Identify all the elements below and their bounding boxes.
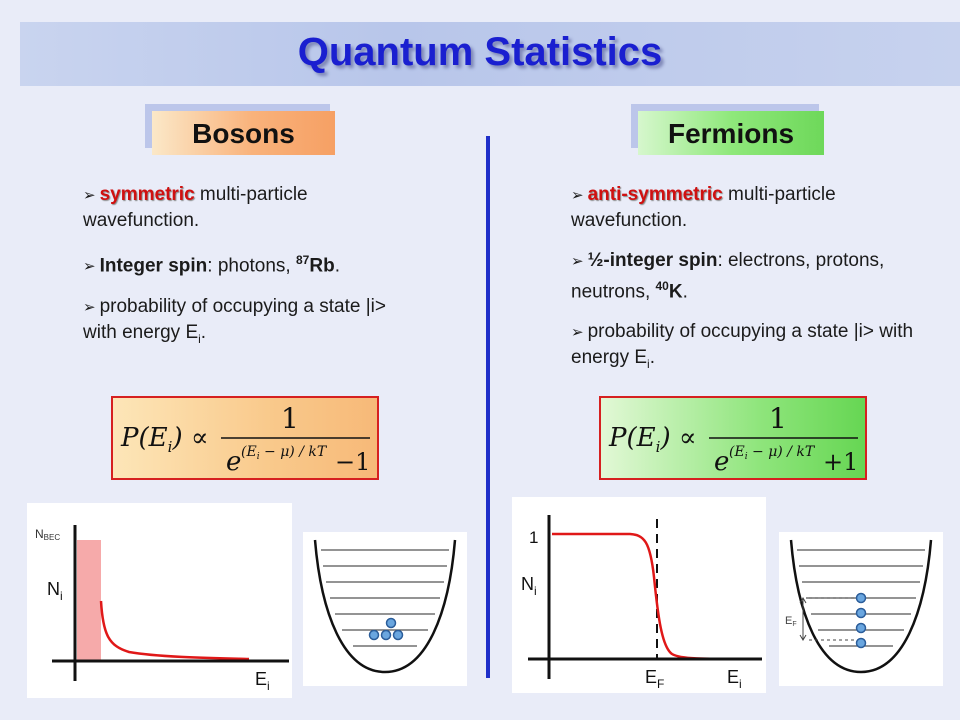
bullet-text: multi-particle wavefunction.: [571, 184, 836, 231]
bose-occupation-plot: NBEC Ni Ei: [27, 503, 292, 698]
bullet-text: .: [682, 281, 688, 303]
bullet-arrow-icon: ➢: [571, 253, 584, 270]
title-band: [20, 22, 960, 86]
bose-plot-svg: NBEC Ni Ei: [35, 525, 289, 693]
bullet-text: : electrons, protons, neutrons,: [571, 250, 885, 303]
formula-sign-term: +1: [823, 448, 858, 476]
trap-potential-curve: [313, 539, 457, 674]
fermion-harmonic-trap: EF: [779, 532, 943, 686]
bosons-bullet-1: ➢ symmetric multi-particle wavefunction.: [83, 182, 413, 233]
arrowheads: [799, 597, 807, 641]
bullet-arrow-icon: ➢: [571, 324, 584, 342]
formula-lhs: P(Ei) ∝: [608, 423, 696, 456]
bosons-header: Bosons: [152, 111, 335, 155]
bullet-text: multi-particle wavefunction.: [83, 184, 308, 231]
isotope-symbol: Rb: [309, 255, 335, 277]
bose-einstein-formula: P(Ei) ∝ 1 e (Ei − μ) / kT −1: [120, 402, 370, 477]
symmetric-term: symmetric: [99, 184, 195, 205]
formula-exp-base: e: [714, 447, 729, 477]
bec-population-bar: [77, 540, 101, 661]
bullet-text: probability of occupying a state |i> wit…: [571, 321, 914, 369]
bose-occupation-curve: [99, 600, 250, 661]
bullet-text: .: [200, 322, 207, 344]
page-title: Quantum Statistics: [297, 30, 663, 74]
fermion-atoms: [855, 592, 867, 649]
bullet-text: : photons,: [207, 255, 296, 277]
isotope-symbol: K: [668, 281, 683, 303]
unit-occupation-label: 1: [529, 528, 538, 547]
fermion-trap-svg: EF: [785, 539, 933, 674]
condensate-atoms: [368, 617, 404, 641]
fermi-plot-svg: 1 Ni EF Ei: [521, 515, 762, 691]
bosons-bullet-2: ➢ Integer spin: photons, 87Rb.: [83, 248, 413, 279]
bullet-text: .: [649, 347, 655, 369]
fermi-energy-label: EF: [645, 667, 664, 691]
fermi-dirac-formula: P(Ei) ∝ 1 e (Ei − μ) / kT +1: [608, 402, 858, 477]
bullet-arrow-icon: ➢: [83, 299, 96, 317]
y-axis-label: Ni: [521, 574, 537, 598]
subscript: i: [647, 357, 650, 372]
bullet-text: .: [334, 255, 340, 277]
well-fermi-energy-label: EF: [785, 615, 797, 628]
bosons-bullet-list: ➢ symmetric multi-particle wavefunction. …: [83, 182, 413, 367]
fermions-bullet-1: ➢ anti-symmetric multi-particle wavefunct…: [571, 182, 921, 233]
bullet-text: probability of occupying a state |i> wit…: [83, 296, 386, 344]
boson-trap-svg: [313, 539, 457, 674]
fermions-bullet-3: ➢ probability of occupying a state |i> wi…: [571, 319, 921, 377]
x-axis-label: Ei: [727, 667, 742, 691]
fermi-dirac-formula-box: P(Ei) ∝ 1 e (Ei − μ) / kT +1: [599, 396, 867, 480]
bose-einstein-formula-box: P(Ei) ∝ 1 e (Ei − μ) / kT −1: [111, 396, 379, 480]
spin-term: ½-integer spin: [587, 250, 718, 271]
formula-numerator: 1: [769, 402, 787, 435]
formula-lhs: P(Ei) ∝: [120, 423, 208, 456]
bosons-bullet-3: ➢ probability of occupying a state |i> wi…: [83, 294, 413, 352]
fermi-occupation-curve: [552, 532, 753, 661]
isotope-mass: 40: [655, 279, 669, 293]
energy-levels: [321, 549, 449, 647]
fermions-bullet-list: ➢ anti-symmetric multi-particle wavefunct…: [571, 182, 921, 392]
subscript: i: [198, 332, 201, 347]
formula-exponent: (Ei − μ) / kT: [241, 444, 328, 462]
bullet-arrow-icon: ➢: [83, 187, 96, 204]
anti-symmetric-term: anti-symmetric: [587, 184, 723, 205]
formula-sign-term: −1: [335, 448, 370, 476]
center-divider: [486, 136, 490, 678]
trap-potential-curve: [789, 539, 933, 674]
x-axis-label: Ei: [255, 669, 270, 693]
bullet-arrow-icon: ➢: [83, 258, 96, 276]
bullet-arrow-icon: ➢: [571, 187, 584, 204]
boson-harmonic-trap: [303, 532, 467, 686]
fermions-header: Fermions: [638, 111, 824, 155]
formula-numerator: 1: [281, 402, 299, 435]
spin-term: Integer spin: [99, 255, 208, 277]
nbec-label: NBEC: [35, 527, 60, 542]
isotope-mass: 87: [296, 253, 310, 267]
fermi-occupation-plot: 1 Ni EF Ei: [512, 497, 766, 693]
fermions-bullet-2: ➢ ½-integer spin: electrons, protons, neu…: [571, 248, 921, 304]
formula-exponent: (Ei − μ) / kT: [729, 444, 816, 462]
y-axis-label: Ni: [47, 579, 63, 603]
formula-exp-base: e: [226, 447, 241, 477]
